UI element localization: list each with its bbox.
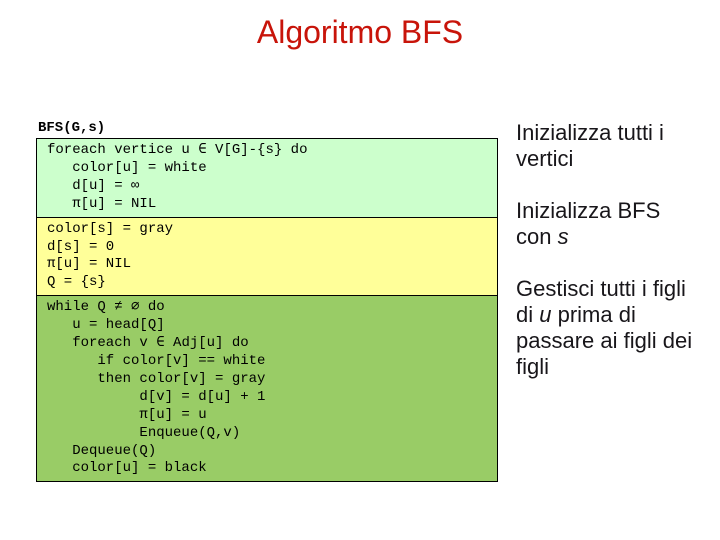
- annotation: Gestisci tutti i figli di u prima di pas…: [516, 276, 696, 456]
- content-row: BFS(G,s) foreach vertice u ∈ V[G]-{s} do…: [36, 120, 696, 482]
- annotation-column: Inizializza tutti i verticiInizializza B…: [516, 120, 696, 482]
- slide: Algoritmo BFS BFS(G,s) foreach vertice u…: [0, 0, 720, 540]
- code-signature: BFS(G,s): [36, 120, 498, 136]
- code-segment: color[s] = gray d[s] = 0 π[u] = NIL Q = …: [37, 218, 497, 297]
- slide-title: Algoritmo BFS: [0, 0, 720, 51]
- code-segment: foreach vertice u ∈ V[G]-{s} do color[u]…: [37, 139, 497, 218]
- code-segment: while Q ≠ ∅ do u = head[Q] foreach v ∈ A…: [37, 296, 497, 481]
- code-block: foreach vertice u ∈ V[G]-{s} do color[u]…: [36, 138, 498, 482]
- annotation: Inizializza tutti i vertici: [516, 120, 696, 192]
- annotation: Inizializza BFS con s: [516, 198, 696, 270]
- code-column: BFS(G,s) foreach vertice u ∈ V[G]-{s} do…: [36, 120, 498, 482]
